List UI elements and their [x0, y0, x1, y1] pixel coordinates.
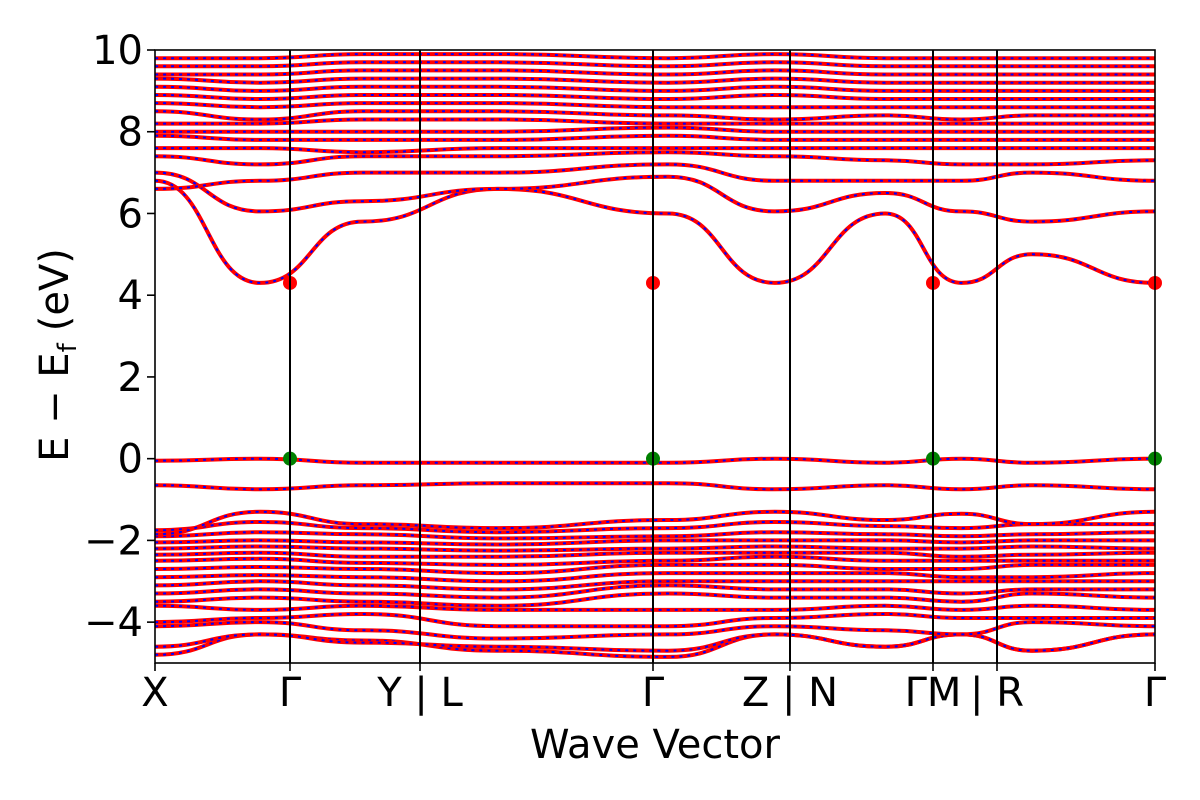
band-line-dashed — [154, 531, 1156, 540]
y-axis-title: E − Ef (eV) — [32, 248, 83, 462]
band-line-dashed — [154, 171, 1156, 223]
band-line — [154, 109, 1155, 122]
band-line-dashed — [155, 126, 1155, 133]
band-line-dashed — [154, 457, 1156, 464]
y-tick-label: −2 — [84, 518, 143, 564]
band-line-dashed — [154, 69, 1155, 76]
y-tick-label: 10 — [92, 28, 143, 74]
y-tick-label: 8 — [118, 110, 143, 156]
x-tick-label: Γ — [279, 670, 302, 716]
band-line — [154, 519, 1155, 535]
extrema-markers — [283, 275, 1162, 466]
band-line-dashed — [154, 539, 1155, 546]
band-line-dashed — [154, 61, 1155, 68]
band-line-dashed — [154, 633, 1156, 652]
band-line-dashed — [154, 93, 1155, 101]
band-line-dashed — [154, 612, 1155, 628]
band-line — [154, 178, 1156, 285]
y-tick-label: 4 — [118, 273, 143, 319]
band-line-dashed — [154, 163, 1156, 190]
band-line-dashed — [154, 179, 1156, 284]
band-line-dashed — [154, 85, 1155, 92]
y-tick-label: 6 — [118, 191, 143, 237]
band-line-dashed — [154, 563, 1155, 575]
bands-layer — [154, 52, 1156, 659]
band-line-dashed — [154, 110, 1155, 121]
x-tick-label: X — [141, 670, 168, 716]
band-line-dashed — [154, 545, 1156, 552]
y-axis-ticks: −4 −2 0 2 4 6 8 10 — [84, 28, 155, 646]
x-tick-label: | R — [970, 670, 1024, 716]
x-tick-label: ΓM — [905, 670, 962, 716]
band-line — [154, 632, 1156, 653]
band-line-dashed — [154, 604, 1156, 611]
y-tick-label: −4 — [84, 600, 143, 646]
x-axis-title: Wave Vector — [530, 722, 781, 768]
band-line-dashed — [154, 551, 1156, 558]
band-line-dashed — [154, 584, 1155, 599]
plot-frame — [154, 49, 1156, 664]
x-tick-label: Z | N — [742, 670, 838, 716]
y-axis-title-sub: f — [53, 342, 83, 352]
band-line-dashed — [154, 572, 1156, 583]
kpath-lines — [289, 50, 998, 663]
band-line-dashed — [154, 134, 1155, 141]
x-tick-label: Γ — [1144, 670, 1167, 716]
band-line-dashed — [154, 147, 1156, 154]
band-line-dashed — [154, 520, 1155, 534]
band-line-dashed — [154, 592, 1156, 607]
band-line-dashed — [154, 482, 1156, 491]
y-axis-title-main: E − E — [32, 352, 78, 462]
band-line-dashed — [154, 580, 1155, 591]
band-line-dashed — [154, 151, 1156, 166]
band-line-dashed — [155, 53, 1155, 60]
x-tick-label: Γ — [642, 670, 665, 716]
x-tick-label: Y | L — [376, 670, 463, 716]
y-axis-title-unit: (eV) — [32, 248, 78, 331]
band-line-dashed — [154, 77, 1155, 84]
y-tick-label: 0 — [118, 437, 143, 483]
band-line — [154, 509, 1156, 537]
band-line-dashed — [154, 555, 1155, 566]
x-axis-ticks: X Γ Y | L Γ Z | N ΓM | R Γ — [141, 663, 1167, 716]
band-line — [154, 591, 1156, 608]
band-line-dashed — [155, 118, 1155, 125]
band-line-dashed — [154, 102, 1155, 109]
y-tick-label: 2 — [118, 355, 143, 401]
